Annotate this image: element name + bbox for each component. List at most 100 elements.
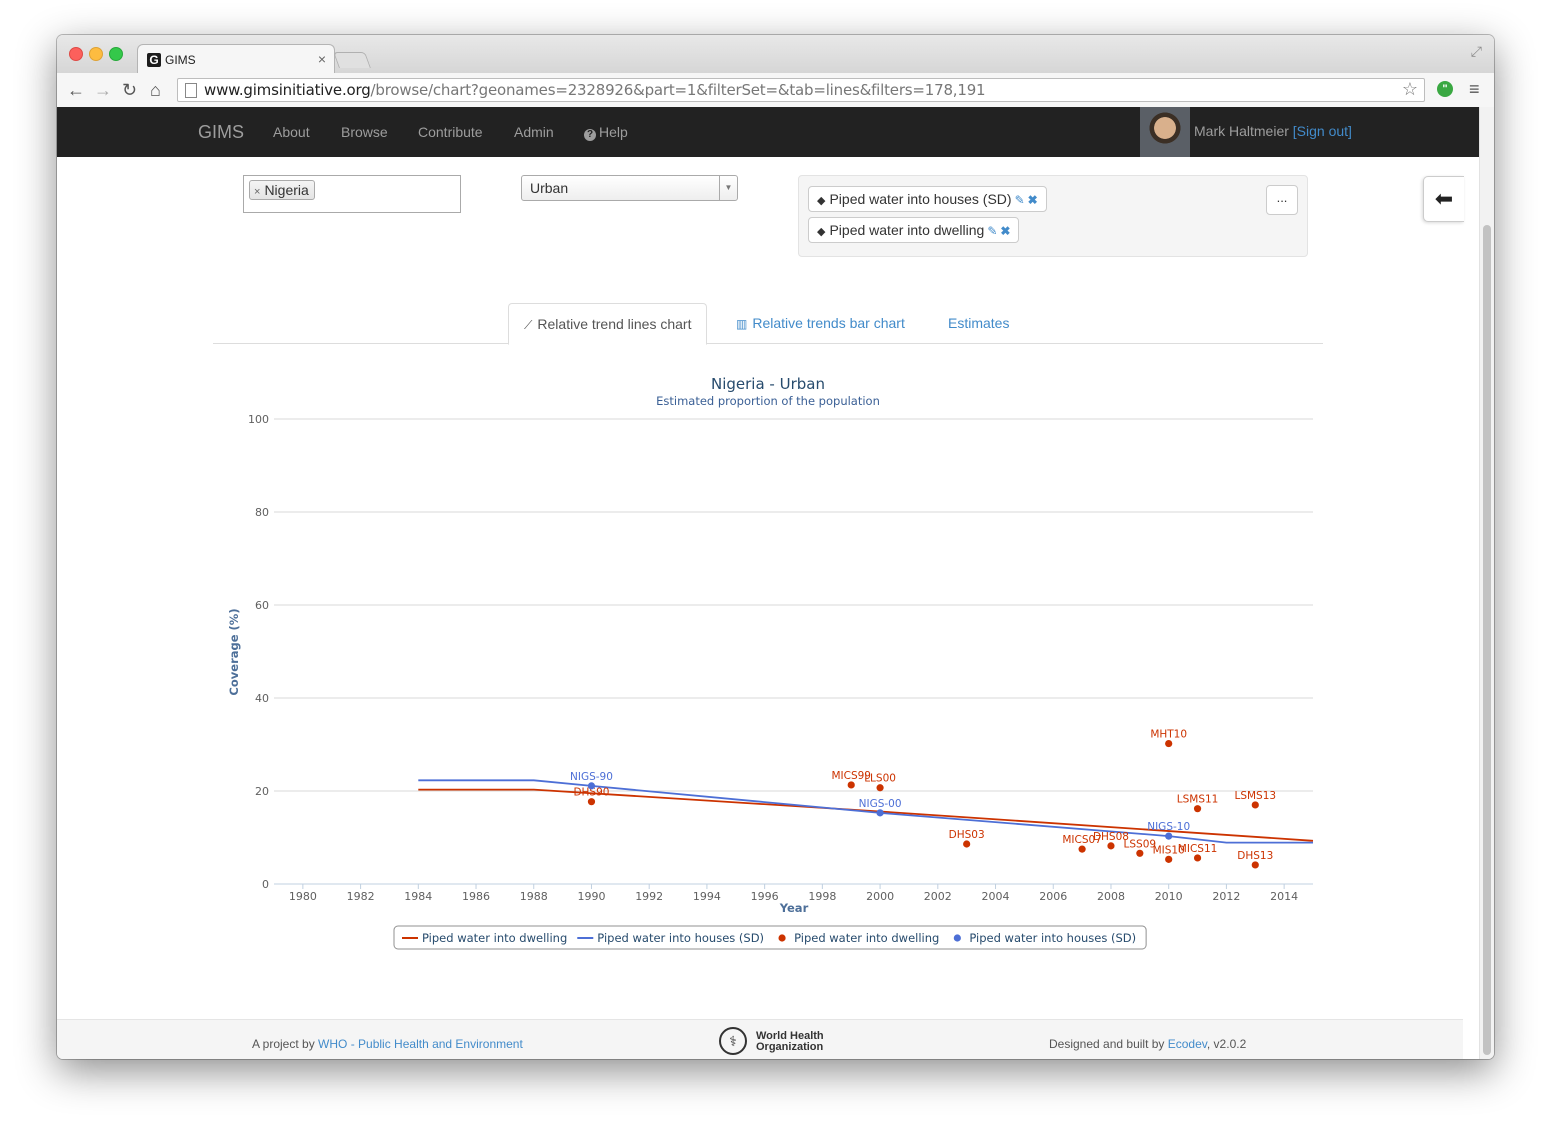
y-axis: 0 20 40 60 80 100 xyxy=(248,413,269,891)
data-point xyxy=(847,781,855,789)
remove-filter-icon[interactable]: ✖ xyxy=(1000,224,1011,238)
tag-icon: ◆ xyxy=(817,226,826,238)
data-point xyxy=(1107,842,1115,850)
nav-help[interactable]: ? Help xyxy=(584,124,628,141)
address-bar[interactable]: www.gimsinitiative.org/browse/chart?geon… xyxy=(177,78,1425,102)
x-tick-label: 1998 xyxy=(808,890,836,903)
x-tick-label: 2010 xyxy=(1155,890,1183,903)
data-label: NIGS-90 xyxy=(570,771,613,783)
geoname-select[interactable]: × Nigeria xyxy=(243,175,461,213)
x-tick-label: 1996 xyxy=(751,890,779,903)
remove-geoname-icon[interactable]: × xyxy=(254,186,261,198)
remove-filter-icon[interactable]: ✖ xyxy=(1027,193,1038,207)
y-tick-label: 20 xyxy=(255,785,269,798)
y-tick-label: 80 xyxy=(255,506,269,519)
y-tick-label: 0 xyxy=(262,878,269,891)
data-point xyxy=(1251,861,1259,869)
data-label: NIGS-00 xyxy=(859,798,902,810)
y-tick-label: 40 xyxy=(255,692,269,705)
x-tick-label: 2000 xyxy=(866,890,894,903)
who-emblem-icon: ⚕ xyxy=(719,1027,747,1055)
who-logo: ⚕ World Health Organization xyxy=(719,1027,824,1057)
x-tick-label: 2008 xyxy=(1097,890,1125,903)
part-select[interactable]: Urban ▼ xyxy=(521,175,738,201)
data-label: DHS90 xyxy=(573,787,609,799)
x-axis-title: Year xyxy=(779,901,809,915)
tab-trend-lines[interactable]: ⟋ Relative trend lines chart xyxy=(508,303,708,345)
legend-item: Piped water into houses (SD) xyxy=(969,931,1136,945)
zoom-window-button[interactable] xyxy=(109,47,123,61)
tab-strip: G GIMS × ⤢ xyxy=(57,35,1494,74)
browser-tab[interactable]: G GIMS × xyxy=(137,44,335,74)
filter-chip: ◆ Piped water into houses (SD) ✎ ✖ xyxy=(808,186,1047,212)
data-label: DHS08 xyxy=(1093,831,1129,843)
browser-window: G GIMS × ⤢ ← → ↻ ⌂ www.gimsinitiative.or… xyxy=(57,35,1494,1059)
legend-point-swatch xyxy=(778,934,786,942)
fullscreen-icon[interactable]: ⤢ xyxy=(1470,43,1482,59)
data-point xyxy=(587,782,596,790)
browser-toolbar: ← → ↻ ⌂ www.gimsinitiative.org/browse/ch… xyxy=(57,73,1494,108)
footer: A project by WHO - Public Health and Env… xyxy=(57,1019,1463,1059)
data-label: LSS09 xyxy=(1124,838,1157,850)
tabs-baseline xyxy=(213,343,1323,344)
hangouts-extension-icon[interactable]: " xyxy=(1437,81,1453,97)
home-icon[interactable]: ⌂ xyxy=(150,80,161,100)
page-icon xyxy=(185,83,197,98)
legend-box xyxy=(393,925,1147,950)
y-axis-title: Coverage (%) xyxy=(227,608,241,695)
x-tick-label: 2002 xyxy=(924,890,952,903)
ecodev-link[interactable]: Ecodev xyxy=(1167,1037,1207,1051)
nav-about[interactable]: About xyxy=(273,124,310,140)
x-tick-label: 1988 xyxy=(520,890,548,903)
sign-out-link[interactable]: [Sign out] xyxy=(1292,123,1352,139)
x-tick-label: 1990 xyxy=(577,890,605,903)
brand-link[interactable]: GIMS xyxy=(198,122,245,142)
chart-subtitle: Estimated proportion of the population xyxy=(656,394,880,408)
back-icon[interactable]: ← xyxy=(67,80,85,100)
reload-icon[interactable]: ↻ xyxy=(122,80,138,100)
user-menu: Mark Haltmeier [Sign out] xyxy=(1194,123,1352,139)
nav-admin[interactable]: Admin xyxy=(514,124,554,140)
nav-browse[interactable]: Browse xyxy=(341,124,388,140)
data-label: NIGS-10 xyxy=(1147,821,1190,833)
tag-icon: ◆ xyxy=(817,195,826,207)
part-value: Urban xyxy=(530,180,569,196)
x-tick-label: 2006 xyxy=(1039,890,1067,903)
avatar[interactable] xyxy=(1140,107,1190,157)
data-point xyxy=(1165,739,1173,748)
close-window-button[interactable] xyxy=(69,47,83,61)
x-tick-label: 1986 xyxy=(462,890,490,903)
minimize-window-button[interactable] xyxy=(89,47,103,61)
nav-contribute[interactable]: Contribute xyxy=(418,124,483,140)
data-label: MICS11 xyxy=(1178,843,1218,855)
x-tick-label: 2012 xyxy=(1212,890,1240,903)
page-scrollbar-thumb[interactable] xyxy=(1483,225,1491,1055)
pencil-icon[interactable]: ✎ xyxy=(987,224,998,238)
data-point xyxy=(1165,855,1173,863)
data-label: DHS13 xyxy=(1237,850,1273,862)
who-link[interactable]: WHO - Public Health and Environment xyxy=(318,1037,523,1051)
footer-designer: Designed and built by Ecodev, v2.0.2 xyxy=(1049,1037,1247,1051)
menu-icon[interactable]: ≡ xyxy=(1469,79,1480,99)
pencil-icon[interactable]: ✎ xyxy=(1014,193,1025,207)
tab-title: GIMS xyxy=(165,53,196,67)
user-name: Mark Haltmeier xyxy=(1194,123,1289,139)
tab-estimates[interactable]: Estimates xyxy=(948,315,1010,331)
filter-panel: ◆ Piped water into houses (SD) ✎ ✖ ◆ Piped w… xyxy=(798,175,1308,257)
legend-item: Piped water into dwelling xyxy=(422,931,567,945)
data-point xyxy=(1193,805,1202,813)
y-tick-label: 60 xyxy=(255,599,269,612)
more-filters-button[interactable]: ... xyxy=(1266,185,1298,215)
x-tick-label: 1994 xyxy=(693,890,721,903)
data-label: LSMS11 xyxy=(1177,794,1219,806)
url-text[interactable]: www.gimsinitiative.org/browse/chart?geon… xyxy=(204,81,986,99)
close-tab-icon[interactable]: × xyxy=(317,51,326,67)
chart-grid xyxy=(274,418,1313,885)
data-label: LSMS13 xyxy=(1234,790,1276,802)
forward-icon[interactable]: → xyxy=(94,80,112,100)
tab-trends-bar[interactable]: ▥ Relative trends bar chart xyxy=(736,315,905,331)
bookmark-star-icon[interactable]: ☆ xyxy=(1401,79,1418,99)
geoname-chip: × Nigeria xyxy=(249,180,315,200)
sidebar-toggle-button[interactable]: ⬅ xyxy=(1423,176,1464,222)
